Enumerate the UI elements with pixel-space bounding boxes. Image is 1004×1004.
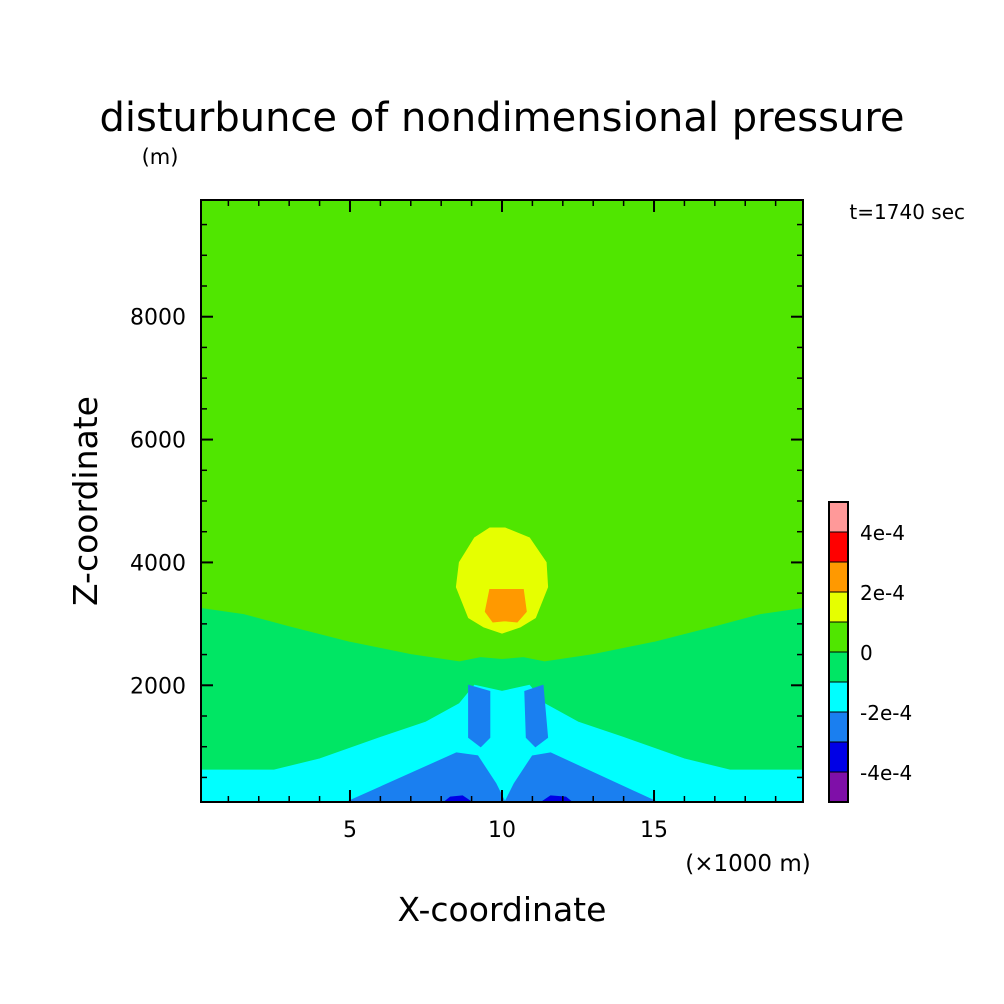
- colorbar-swatch: [828, 771, 849, 803]
- colorbar-label: 4e-4: [860, 521, 905, 545]
- colorbar-swatch: [828, 501, 849, 533]
- colorbar-swatch: [828, 711, 849, 743]
- y-tick-label: 4000: [130, 551, 186, 576]
- colorbar-label: -4e-4: [860, 761, 912, 785]
- colorbar-swatch: [828, 621, 849, 653]
- contour-region-6: [468, 684, 491, 748]
- contour-region-5: [346, 752, 658, 802]
- x-axis-label: X-coordinate: [398, 890, 607, 929]
- y-axis-ticks: 2000 4000 6000 8000: [130, 306, 803, 699]
- units-label: (m): [142, 145, 179, 169]
- contour-region-2: [484, 589, 527, 623]
- colorbar-label: 2e-4: [860, 581, 905, 605]
- minor-ticks: [201, 200, 803, 802]
- chart-title: disturbunce of nondimensional pressure: [100, 95, 905, 141]
- time-label: t=1740 sec: [849, 200, 965, 224]
- colorbar-frame: [828, 501, 849, 803]
- x-tick-label: 5: [343, 818, 357, 843]
- y-axis-label: Z-coordinate: [66, 396, 105, 606]
- colorbar-label: 0: [860, 641, 873, 665]
- colorbar-swatch: [828, 681, 849, 713]
- x-axis-ticks: 5 10 15: [343, 200, 668, 843]
- colorbar: -4e-4 -2e-4 0 2e-4 4e-4: [828, 501, 912, 803]
- colorbar-swatch: [828, 591, 849, 623]
- colorbar-label: -2e-4: [860, 701, 912, 725]
- x-tick-label: 10: [488, 818, 516, 843]
- contour-region-9: [540, 795, 573, 802]
- y-tick-label: 8000: [130, 306, 186, 331]
- x-unit-label: (×1000 m): [685, 851, 810, 877]
- contour-region-8: [443, 795, 473, 802]
- contour-region-7: [524, 684, 549, 748]
- colorbar-swatch: [828, 651, 849, 683]
- colorbar-swatch: [828, 531, 849, 563]
- contour-regions: [201, 200, 803, 802]
- x-tick-label: 15: [640, 818, 668, 843]
- colorbar-swatch: [828, 741, 849, 773]
- y-tick-label: 6000: [130, 429, 186, 454]
- y-tick-label: 2000: [130, 674, 186, 699]
- contour-region-4: [201, 684, 803, 802]
- colorbar-swatch: [828, 561, 849, 593]
